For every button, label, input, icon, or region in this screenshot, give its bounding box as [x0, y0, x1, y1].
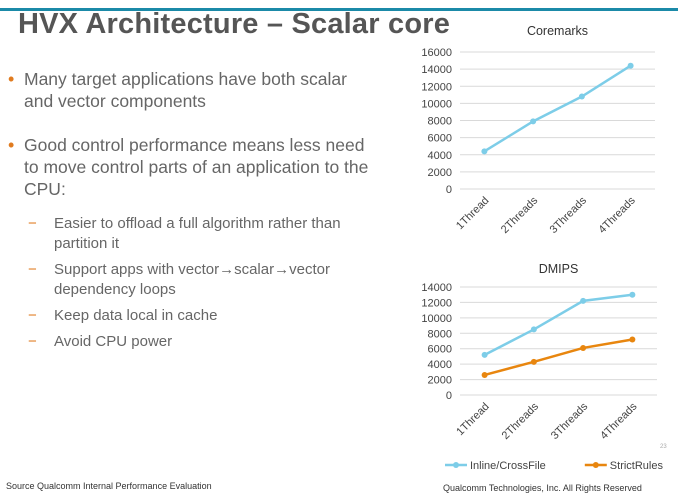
data-point	[481, 351, 488, 358]
x-tick-label: 3Threads	[548, 194, 590, 236]
data-point	[629, 336, 636, 343]
y-tick-label: 4000	[428, 150, 452, 162]
bullet-item: • Many target applications have both sca…	[8, 68, 378, 112]
y-tick-label: 2000	[428, 375, 452, 387]
chart-title: Coremarks	[527, 24, 588, 38]
y-tick-label: 10000	[421, 98, 452, 110]
data-point	[629, 291, 636, 298]
sub-bullet-marker: −	[28, 333, 37, 350]
y-tick-label: 14000	[421, 64, 452, 76]
data-point	[481, 148, 488, 155]
bullet-list: • Many target applications have both sca…	[8, 68, 378, 358]
x-tick-label: 2Threads	[500, 400, 542, 442]
series-line	[484, 293, 633, 356]
top-rule	[0, 8, 678, 11]
data-point	[580, 297, 587, 304]
legend-label: Inline/CrossFile	[470, 460, 546, 472]
data-point	[481, 371, 488, 378]
data-point	[580, 344, 587, 351]
y-tick-label: 6000	[428, 133, 452, 145]
data-point	[530, 326, 537, 333]
sub-bullet-item: − Easier to offload a full algorithm rat…	[18, 214, 378, 254]
sub-bullet-item: − Keep data local in cache	[18, 306, 378, 326]
y-tick-label: 0	[446, 390, 452, 402]
bullet-item: • Good control performance means less ne…	[8, 134, 378, 200]
legend-marker	[592, 462, 599, 468]
y-tick-label: 0	[446, 184, 452, 196]
sub-bullet-marker: −	[28, 307, 37, 324]
legend-label: StrictRules	[610, 460, 664, 472]
bullet-marker: •	[8, 135, 15, 155]
legend-marker	[453, 462, 459, 468]
footer-source: Source Qualcomm Internal Performance Eva…	[6, 481, 212, 491]
y-tick-label: 8000	[428, 116, 452, 128]
y-tick-label: 2000	[428, 167, 452, 179]
y-tick-label: 16000	[421, 47, 452, 59]
data-point	[627, 62, 634, 69]
x-tick-label: 4Threads	[598, 400, 640, 442]
x-tick-label: 3Threads	[549, 400, 591, 442]
dmips-chart: DMIPS 0 2000 4000 6000 8000 10000 12000 14000 1Th…	[421, 262, 664, 472]
x-tick-label: 2Threads	[499, 194, 541, 236]
y-tick-label: 12000	[421, 297, 452, 309]
footer-copyright: Qualcomm Technologies, Inc. All Rights R…	[443, 483, 642, 493]
x-tick-label: 1Thread	[454, 195, 491, 232]
sub-bullet-marker: −	[28, 261, 37, 278]
sub-bullet-text: Keep data local in cache	[54, 307, 218, 324]
x-tick-label: 1Thread	[454, 401, 491, 438]
series-line	[484, 338, 633, 377]
sub-bullet-text: Avoid CPU power	[54, 333, 173, 350]
bullet-text: Good control performance means less need…	[24, 135, 369, 199]
sub-bullet-text: Easier to offload a full algorithm rathe…	[54, 215, 341, 252]
y-tick-label: 14000	[421, 282, 452, 294]
bullet-marker: •	[8, 69, 15, 89]
chart-title: DMIPS	[539, 262, 579, 276]
series-line	[483, 64, 632, 153]
data-point	[530, 118, 537, 125]
bullet-text: Many target applications have both scala…	[24, 69, 347, 111]
y-tick-label: 8000	[428, 328, 452, 340]
sub-bullet-text: Support apps with vector→scalar→vector d…	[54, 261, 330, 298]
page-number: 23	[660, 444, 667, 450]
x-tick-label: 4Threads	[596, 194, 638, 236]
y-tick-label: 12000	[421, 81, 452, 93]
y-tick-label: 4000	[428, 359, 452, 371]
sub-bullet-item: − Avoid CPU power	[18, 332, 378, 352]
sub-bullet-marker: −	[28, 215, 37, 232]
coremarks-chart: Coremarks 0 2000 4000 6000 8000 10000 12000 1400…	[421, 24, 655, 236]
slide-title: HVX Architecture – Scalar core	[18, 8, 451, 40]
y-tick-label: 10000	[421, 313, 452, 325]
y-tick-label: 6000	[428, 344, 452, 356]
sub-bullet-item: − Support apps with vector→scalar→vector…	[18, 260, 378, 300]
data-point	[578, 93, 585, 100]
sub-bullet-list: − Easier to offload a full algorithm rat…	[8, 214, 378, 352]
data-point	[530, 358, 537, 365]
